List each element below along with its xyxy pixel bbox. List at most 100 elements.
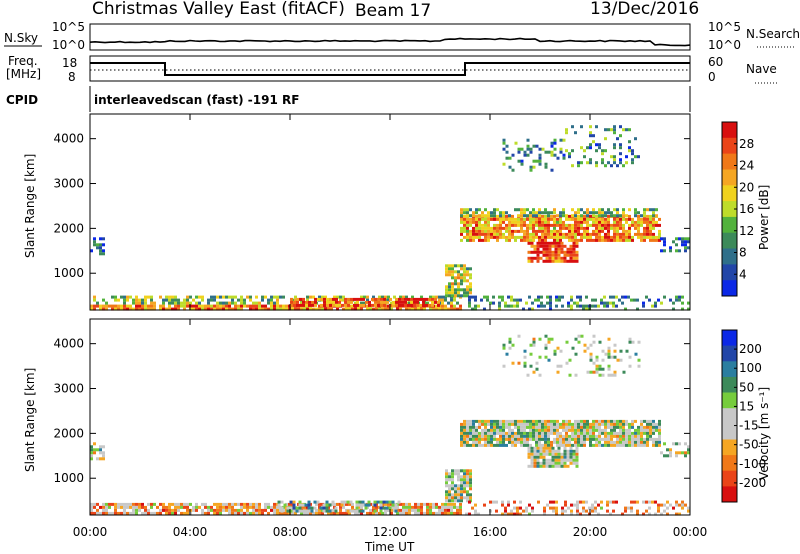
- heatmap-cell: [652, 235, 655, 239]
- heatmap-cell: [90, 451, 93, 455]
- heatmap-cell: [532, 217, 535, 221]
- heatmap-cell: [243, 298, 246, 302]
- y-tick-label: 2000: [53, 426, 84, 440]
- heatmap-cell: [171, 301, 174, 305]
- heatmap-cell: [457, 499, 460, 503]
- heatmap-cell: [538, 162, 542, 166]
- heatmap-cell: [459, 508, 462, 512]
- heatmap-cell: [556, 419, 559, 423]
- heatmap-cell: [448, 472, 451, 476]
- heatmap-cell: [240, 511, 243, 515]
- heatmap-cell: [532, 223, 535, 227]
- heatmap-cell: [299, 303, 302, 307]
- heatmap-cell: [607, 235, 610, 239]
- heatmap-cell: [607, 128, 610, 132]
- heatmap-cell: [625, 214, 628, 218]
- heatmap-cell: [502, 419, 505, 423]
- heatmap-cell: [651, 304, 654, 308]
- heatmap-cell: [561, 512, 564, 516]
- heatmap-cell: [622, 223, 625, 227]
- heatmap-cell: [207, 304, 210, 308]
- nave-tick-top: 60: [708, 55, 723, 69]
- heatmap-cell: [616, 238, 619, 242]
- heatmap-cell: [538, 153, 542, 157]
- colorbar-segment: [722, 248, 737, 265]
- heatmap-cell: [496, 422, 499, 426]
- heatmap-cell: [622, 208, 625, 212]
- heatmap-cell: [539, 241, 543, 245]
- heatmap-cell: [276, 505, 279, 509]
- heatmap-cell: [457, 478, 460, 482]
- heatmap-cell: [603, 295, 606, 299]
- heatmap-cell: [607, 208, 610, 212]
- heatmap-cell: [445, 481, 448, 485]
- heatmap-cell: [132, 298, 135, 302]
- heatmap-cell: [471, 295, 474, 299]
- heatmap-cell: [563, 464, 567, 468]
- heatmap-cell: [360, 301, 363, 305]
- heatmap-cell: [642, 301, 645, 305]
- heatmap-cell: [575, 458, 579, 462]
- heatmap-cell: [560, 452, 564, 456]
- heatmap-cell: [622, 238, 625, 242]
- heatmap-cell: [483, 295, 486, 299]
- heatmap-cell: [675, 503, 678, 507]
- heatmap-cell: [405, 295, 408, 299]
- heatmap-cell: [228, 295, 231, 299]
- heatmap-cell: [174, 505, 177, 509]
- heatmap-cell: [484, 229, 487, 233]
- heatmap-cell: [499, 425, 502, 429]
- heatmap-cell: [652, 223, 655, 227]
- heatmap-cell: [550, 443, 553, 447]
- heatmap-cell: [658, 434, 661, 438]
- heatmap-cell: [514, 229, 517, 233]
- heatmap-cell: [129, 295, 132, 299]
- heatmap-cell: [610, 155, 613, 159]
- heatmap-cell: [460, 282, 463, 286]
- heatmap-cell: [286, 509, 290, 513]
- heatmap-cell: [637, 232, 640, 236]
- heatmap-cell: [516, 506, 519, 510]
- heatmap-cell: [628, 440, 631, 444]
- colorbar-segment: [722, 486, 737, 503]
- heatmap-cell: [270, 307, 273, 311]
- heatmap-cell: [354, 301, 357, 305]
- heatmap-cell: [533, 461, 537, 465]
- heatmap-cell: [514, 440, 517, 444]
- heatmap-cell: [307, 503, 311, 507]
- heatmap-cell: [96, 301, 99, 305]
- heatmap-cell: [535, 211, 538, 215]
- heatmap-cell: [592, 434, 595, 438]
- heatmap-cell: [655, 223, 658, 227]
- heatmap-cell: [508, 220, 511, 224]
- heatmap-cell: [542, 244, 546, 248]
- heatmap-cell: [646, 443, 649, 447]
- heatmap-cell: [231, 508, 234, 512]
- heatmap-cell: [508, 156, 512, 160]
- heatmap-cell: [678, 503, 681, 507]
- heatmap-cell: [566, 449, 570, 453]
- heatmap-cell: [270, 301, 273, 305]
- heatmap-cell: [595, 214, 598, 218]
- heatmap-cell: [484, 220, 487, 224]
- heatmap-cell: [261, 304, 264, 308]
- heatmap-cell: [369, 508, 372, 512]
- heatmap-cell: [466, 232, 469, 236]
- heatmap-cell: [625, 220, 628, 224]
- x-tick-label: 00:00: [673, 525, 708, 539]
- heatmap-cell: [554, 461, 558, 465]
- heatmap-cell: [526, 217, 529, 221]
- heatmap-cell: [577, 425, 580, 429]
- heatmap-cell: [358, 509, 362, 513]
- heatmap-cell: [507, 512, 510, 516]
- heatmap-cell: [478, 214, 481, 218]
- heatmap-cell: [114, 295, 117, 299]
- heatmap-cell: [132, 307, 135, 311]
- heatmap-cell: [603, 304, 606, 308]
- heatmap-cell: [552, 500, 555, 504]
- heatmap-cell: [469, 493, 472, 497]
- heatmap-cell: [586, 370, 590, 374]
- heatmap-cell: [544, 343, 548, 347]
- heatmap-cell: [303, 511, 306, 515]
- heatmap-cell: [649, 226, 652, 230]
